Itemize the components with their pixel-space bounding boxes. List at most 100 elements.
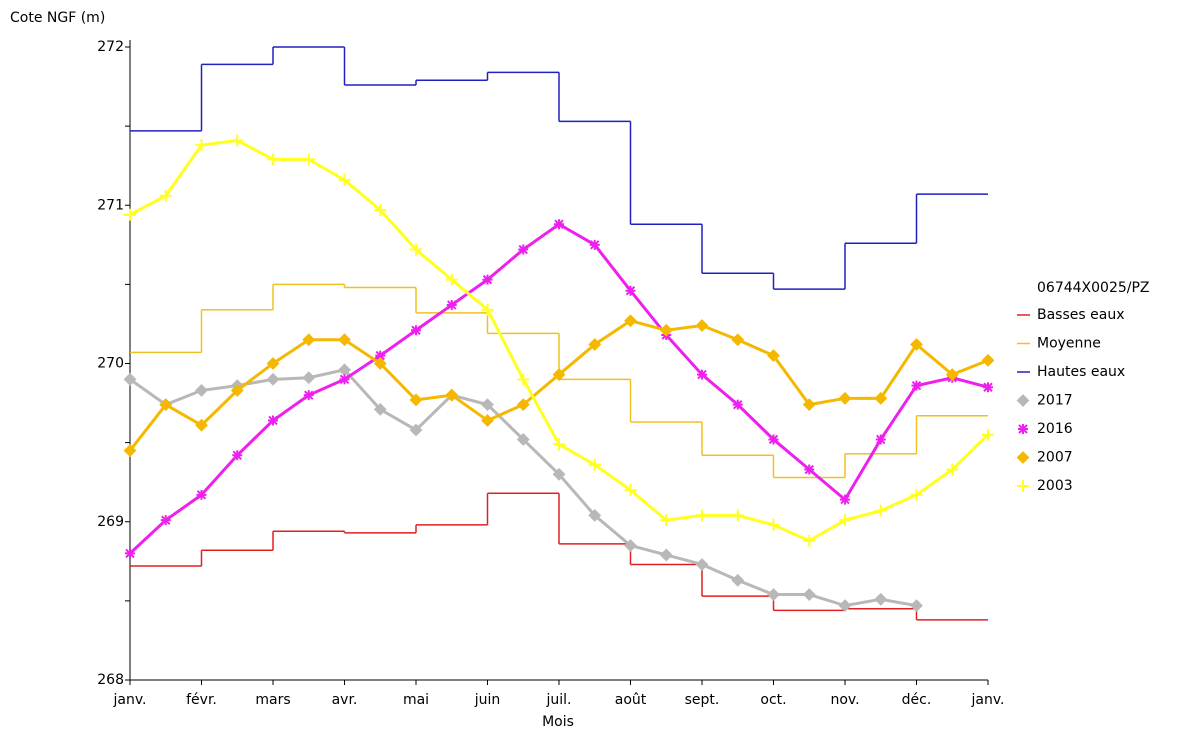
x-tick-label: juin <box>474 692 501 708</box>
marker <box>123 372 137 386</box>
marker <box>302 153 315 166</box>
marker <box>517 373 530 386</box>
marker <box>660 514 673 527</box>
marker <box>373 357 387 370</box>
marker <box>731 333 745 347</box>
legend-label: Moyenne <box>1037 336 1101 352</box>
marker <box>552 467 566 481</box>
marker <box>409 423 423 437</box>
marker <box>695 558 709 571</box>
marker <box>588 338 602 351</box>
marker <box>516 433 530 446</box>
marker <box>624 314 637 328</box>
legend-swatch <box>1016 394 1030 407</box>
marker <box>339 374 350 385</box>
marker <box>910 338 923 351</box>
legend-label: 2016 <box>1037 421 1073 437</box>
marker <box>838 599 852 613</box>
legend-label: 2007 <box>1037 450 1073 466</box>
marker <box>840 494 850 505</box>
marker <box>802 588 816 601</box>
y-tick-label: 269 <box>97 514 124 530</box>
marker <box>411 325 421 336</box>
marker <box>481 398 494 412</box>
marker <box>911 380 922 391</box>
x-tick-label: sept. <box>685 692 720 708</box>
x-tick-label: avr. <box>332 692 358 708</box>
marker <box>874 391 888 405</box>
marker <box>516 398 530 412</box>
marker <box>552 368 566 381</box>
legend-label: Hautes eaux <box>1037 364 1125 380</box>
marker <box>624 484 637 497</box>
marker <box>302 333 316 347</box>
marker <box>732 399 743 410</box>
marker <box>625 285 636 296</box>
marker <box>266 372 280 386</box>
marker <box>302 371 316 385</box>
marker <box>982 428 994 441</box>
marker <box>268 415 278 426</box>
marker <box>839 514 851 527</box>
marker <box>945 368 959 381</box>
marker <box>624 539 637 552</box>
marker <box>518 244 529 255</box>
marker <box>230 383 244 397</box>
marker <box>874 592 888 606</box>
marker <box>910 599 923 613</box>
marker <box>874 504 887 517</box>
marker <box>910 488 923 501</box>
marker <box>196 489 207 500</box>
x-tick-label: nov. <box>830 692 859 708</box>
marker <box>160 515 171 526</box>
marker <box>767 588 780 601</box>
x-tick-label: août <box>615 692 647 708</box>
marker <box>696 509 708 522</box>
x-tick-label: janv. <box>113 692 147 708</box>
marker <box>195 139 208 152</box>
marker <box>303 390 314 401</box>
marker <box>123 444 137 457</box>
marker <box>804 464 815 475</box>
marker <box>659 323 673 337</box>
legend-label: 2017 <box>1037 393 1073 409</box>
marker <box>481 414 494 427</box>
marker <box>481 303 494 316</box>
x-tick-label: mars <box>255 692 290 708</box>
marker <box>981 353 995 367</box>
marker <box>553 438 565 451</box>
marker <box>983 382 993 393</box>
y-tick-label: 272 <box>97 39 124 55</box>
marker <box>445 388 459 402</box>
marker <box>767 518 780 531</box>
marker <box>267 153 279 166</box>
marker <box>768 434 779 445</box>
marker <box>838 391 852 405</box>
legend-label: 2003 <box>1037 478 1073 494</box>
marker <box>231 134 244 147</box>
marker <box>731 573 745 587</box>
x-tick-label: oct. <box>760 692 786 708</box>
marker <box>374 203 387 216</box>
x-tick-label: janv. <box>971 692 1005 708</box>
marker <box>802 398 816 412</box>
marker <box>875 434 886 445</box>
x-axis-label: Mois <box>542 714 574 730</box>
marker <box>695 319 709 332</box>
marker <box>232 450 243 461</box>
marker <box>697 369 707 380</box>
y-axis-label: Cote NGF (m) <box>10 10 105 26</box>
marker <box>125 548 135 559</box>
marker <box>659 548 673 562</box>
x-tick-label: déc. <box>902 692 932 708</box>
marker <box>445 273 458 286</box>
marker <box>589 239 600 250</box>
legend-label: Basses eaux <box>1037 307 1124 323</box>
legend-swatch <box>1016 451 1030 464</box>
x-tick-label: mai <box>403 692 429 708</box>
marker <box>731 509 744 522</box>
x-tick-label: févr. <box>186 692 217 708</box>
marker <box>338 173 351 186</box>
y-tick-label: 270 <box>97 356 124 372</box>
legend-swatch <box>1018 424 1028 434</box>
